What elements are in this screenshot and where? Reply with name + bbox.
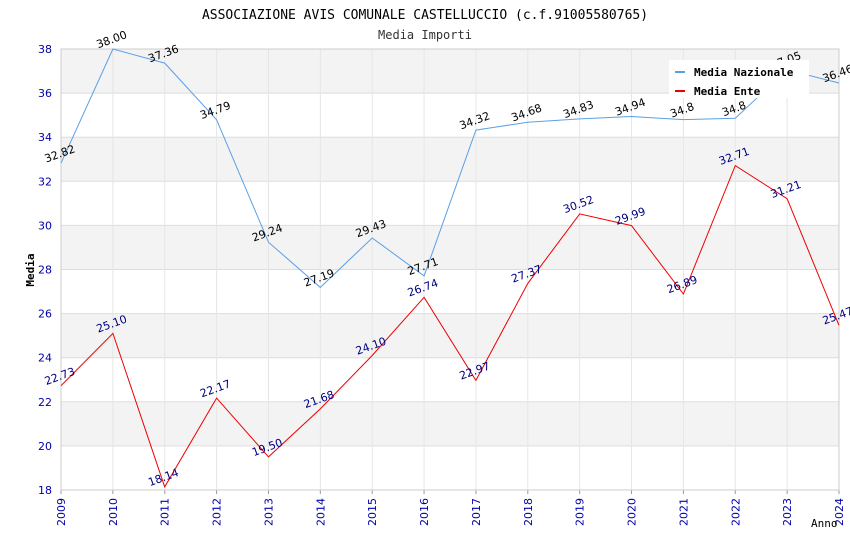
legend-box	[669, 60, 809, 98]
series-line	[60, 164, 840, 489]
x-tick-label: 2014	[314, 498, 327, 526]
x-tick-label: 2018	[522, 498, 535, 526]
x-tick-label: 2020	[626, 498, 639, 526]
plot-border	[60, 48, 840, 491]
grid-band	[61, 401, 839, 446]
grid-band	[61, 137, 839, 182]
y-tick-label: 20	[38, 440, 52, 453]
grid-band	[61, 357, 839, 402]
x-tick-label: 2023	[781, 498, 794, 526]
grid-band	[61, 445, 839, 490]
y-tick-label: 26	[38, 308, 52, 321]
series-line	[60, 48, 840, 289]
x-tick-label: 2009	[55, 498, 68, 526]
x-tick-label: 2015	[366, 498, 379, 526]
legend-label: Media Ente	[694, 85, 761, 98]
x-tick-label: 2017	[470, 498, 483, 526]
x-axis-label: Anno	[811, 517, 838, 530]
legend: Media Nazionale Media Ente	[669, 60, 809, 98]
data-label: 38.00	[95, 28, 129, 51]
grid-band	[61, 225, 839, 270]
y-axis-label: Media	[24, 253, 37, 286]
chart-title: ASSOCIAZIONE AVIS COMUNALE CASTELLUCCIO …	[202, 8, 648, 23]
grid-bands	[61, 49, 839, 490]
y-tick-label: 30	[38, 219, 52, 232]
legend-label: Media Nazionale	[694, 66, 794, 79]
chart-subtitle: Media Importi	[378, 28, 472, 42]
x-tick-label: 2021	[677, 498, 690, 526]
x-tick-label: 2019	[574, 498, 587, 526]
y-tick-label: 28	[38, 264, 52, 277]
x-tick-label: 2013	[262, 498, 275, 526]
y-tick-label: 18	[38, 484, 52, 497]
y-tick-label: 24	[38, 352, 52, 365]
grid-band	[61, 313, 839, 358]
y-tick-label: 36	[38, 87, 52, 100]
x-tick-label: 2016	[418, 498, 431, 526]
x-tick-label: 2011	[159, 498, 172, 526]
series-lines	[60, 48, 840, 489]
grid-band	[61, 269, 839, 314]
y-tick-label: 38	[38, 43, 52, 56]
y-tick-label: 32	[38, 175, 52, 188]
x-tick-label: 2024	[833, 498, 846, 526]
x-tick-label: 2010	[107, 498, 120, 526]
grid-band	[61, 93, 839, 138]
y-tick-label: 34	[38, 131, 52, 144]
x-tick-label: 2022	[729, 498, 742, 526]
x-tick-label: 2012	[211, 498, 224, 526]
y-tick-label: 22	[38, 396, 52, 409]
